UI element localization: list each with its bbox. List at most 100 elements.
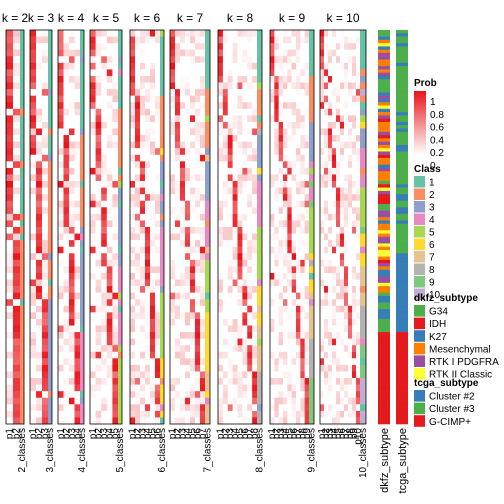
prob-cell [218,82,224,90]
prob-cell [74,410,81,418]
prob-cell [278,351,284,359]
prob-cell [270,121,275,129]
prob-cell [247,115,253,123]
prob-cell [237,338,243,346]
prob-cell [344,167,349,175]
prob-cell [274,56,279,64]
prob-cell [237,167,243,175]
prob-cell [135,194,141,202]
prob-cell [328,207,333,215]
prob-cell [242,115,248,123]
prob-cell [328,266,333,274]
prob-cell [30,194,37,202]
prob-cell [237,161,243,169]
prob-cell [175,253,181,261]
class-cell [309,312,314,320]
class-cell [257,312,262,320]
class-cell [205,292,210,300]
prob-cell [170,397,176,405]
prob-cell [222,30,229,37]
class-legend-swatch [414,176,425,188]
prob-cell [296,148,301,156]
prob-cell [227,36,233,44]
prob-cell [340,259,345,267]
class-cell [48,187,52,195]
prob-cell [195,187,201,195]
class-cell [118,154,122,162]
dkfz-subtype-cell [378,177,390,182]
class-cell [48,338,52,346]
class-cell [309,240,314,247]
prob-cell [300,417,305,425]
prob-cell [6,135,14,142]
prob-cell [296,89,301,96]
prob-cell [13,36,21,44]
prob-cell [155,305,161,313]
prob-cell [42,82,49,90]
prob-cell [145,43,151,50]
prob-cell [247,200,253,208]
prob-cell [336,227,341,234]
prob-cell [42,102,49,110]
prob-cell [300,233,305,241]
prob-cell [95,207,102,215]
prob-cell [320,62,325,70]
prob-cell [145,332,151,339]
class-cell [309,227,314,234]
prob-cell [135,351,141,359]
prob-cell [278,167,284,175]
class-cell [205,95,210,103]
prob-cell [344,89,349,96]
prob-cell [218,364,224,372]
class-cell [48,62,52,70]
class-cell [20,62,24,70]
prob-cell [90,213,96,221]
prob-cell [145,259,151,267]
prob-cell [69,200,75,208]
prob-cell [356,174,361,182]
prob-cell [332,266,337,274]
class-cell [118,391,122,399]
prob-cell [95,345,102,353]
prob-cell [112,108,119,116]
prob-cell [252,30,258,37]
prob-cell [270,253,275,261]
prob-cell [150,266,156,274]
prob-cell [140,43,146,50]
prob-cell [170,194,176,202]
dkfz-subtype-cell [378,210,390,215]
prob-cell [296,69,301,77]
prob-cell [135,404,141,412]
prob-cell [320,358,325,366]
prob-cell [145,102,151,110]
prob-col-label: p6 [153,428,164,440]
prob-cell [135,259,141,267]
prob-cell [227,115,233,123]
prob-cell [222,181,229,188]
prob-cell [63,345,70,353]
prob-cell [274,391,279,399]
prob-cell [340,364,345,372]
prob-cell [237,358,243,366]
prob-cell [274,49,279,57]
prob-cell [291,187,297,195]
prob-cell [63,62,70,70]
tcga-subtype-cell [396,355,408,359]
prob-cell [252,174,258,182]
prob-cell [200,227,206,234]
prob-cell [344,397,349,405]
tcga-subtype-cell [396,69,408,73]
prob-cell [320,36,325,44]
prob-cell [150,207,156,215]
prob-cell [278,358,284,366]
prob-cell [6,102,14,110]
prob-cell [145,286,151,293]
prob-cell [180,371,186,379]
prob-cell [195,108,201,116]
prob-cell [340,174,345,182]
prob-cell [287,417,292,425]
prob-cell [270,95,275,103]
class-cell [80,82,84,90]
prob-cell [287,207,292,215]
